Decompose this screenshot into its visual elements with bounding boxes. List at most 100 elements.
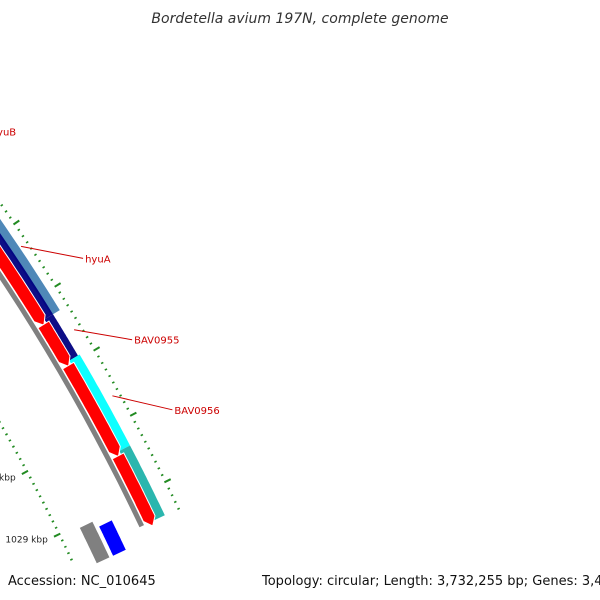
ruler-tick <box>1 426 5 430</box>
ruler-tick <box>8 439 12 442</box>
ruler-tick <box>167 487 171 490</box>
ruler-tick <box>32 482 36 486</box>
ruler-tick <box>77 323 81 326</box>
ruler-tick <box>140 433 144 437</box>
backbone-layer <box>0 270 144 528</box>
ruler-tick <box>11 445 15 448</box>
inner-feature-grey <box>79 521 110 564</box>
ruler-tick <box>177 507 181 511</box>
ruler-tick <box>129 411 137 417</box>
ruler-tick <box>157 467 161 470</box>
ruler-tick <box>41 501 45 504</box>
ruler-tick <box>100 361 104 365</box>
ruler-tick <box>46 272 50 275</box>
ruler-tick <box>115 387 119 391</box>
ruler-tick <box>73 316 78 320</box>
ruler-tick <box>69 558 73 561</box>
ruler-tick <box>136 427 140 430</box>
ruler-tick <box>21 234 25 238</box>
ruler-tick <box>70 310 74 313</box>
ruler-tick <box>17 228 21 232</box>
ruler-tick <box>50 278 54 282</box>
label-leader-line <box>112 395 173 411</box>
ruler-tick <box>66 551 70 555</box>
ruler-tick-label: 1029 kbp <box>5 536 48 546</box>
ruler-tick <box>63 545 67 549</box>
ruler-tick <box>62 297 66 301</box>
gene-label-hyub[interactable]: hyuB <box>0 128 16 139</box>
map-title: Bordetella avium 197N, complete genome <box>151 11 448 27</box>
ruler-tick <box>45 507 49 511</box>
ruler-tick <box>35 488 39 492</box>
gene-labels-layer: leuC1leuD1hyuBhyuABAV0955BAV0956 <box>0 128 220 417</box>
ruler-tick <box>4 433 9 436</box>
ruler-tick <box>163 478 172 484</box>
ruler-tick <box>8 216 12 219</box>
gene-label-bav0956[interactable]: BAV0956 <box>174 406 219 417</box>
ruler-tick <box>53 532 61 538</box>
ruler-tick <box>147 447 151 450</box>
ruler-tick <box>97 355 100 358</box>
ruler-tick <box>122 400 126 404</box>
label-leader-line <box>21 245 84 259</box>
feature-track-segment <box>69 354 130 451</box>
ruler-tick <box>104 368 108 371</box>
ruler-tick <box>154 460 157 464</box>
gene-arrow-hyua[interactable] <box>0 198 46 326</box>
ruler-tick <box>42 265 46 269</box>
ruler-tick <box>38 495 42 498</box>
ruler-tick <box>126 407 130 411</box>
ruler-tick <box>25 240 29 244</box>
feature-track-segment <box>0 218 60 316</box>
ruler-tick <box>4 210 8 213</box>
ruler-tick <box>28 476 32 479</box>
ruler-tick <box>133 420 137 424</box>
ruler-tick <box>93 346 101 352</box>
ruler-tick <box>48 513 52 517</box>
ruler-tick <box>119 394 122 397</box>
ruler-tick <box>170 493 174 497</box>
gene-arrows-layer <box>0 198 156 527</box>
ruler-tick <box>143 440 147 444</box>
feature-track-segment <box>44 314 78 361</box>
gene-arrow-bav0955[interactable] <box>37 320 71 367</box>
ruler-tick <box>51 520 55 523</box>
ruler-tick <box>15 451 19 455</box>
feature-tracks-layer <box>0 218 165 521</box>
ruler-tick <box>160 473 164 477</box>
ruler-tick <box>66 303 70 307</box>
ruler-tick <box>150 453 154 457</box>
backbone <box>0 270 144 528</box>
ruler-tick <box>173 500 177 504</box>
gene-label-bav0955[interactable]: BAV0955 <box>134 336 179 347</box>
accession-text: Accession: NC_010645 <box>8 574 156 589</box>
inner-feature-blue <box>99 520 126 556</box>
ruler-ticks-layer: 1022 kbp1023 kbp1024 kbp1025 kbp1026 kbp… <box>0 203 181 561</box>
ruler-tick <box>54 282 62 288</box>
feature-track-segment <box>0 233 53 320</box>
topology-text: Topology: circular; Length: 3,732,255 bp… <box>262 574 600 589</box>
ruler-tick-label: 1028 kbp <box>0 473 16 483</box>
ruler-tick <box>58 291 62 294</box>
feature-track-segment <box>119 445 165 521</box>
ruler-tick <box>85 335 89 339</box>
gene-label-hyua[interactable]: hyuA <box>85 254 111 265</box>
ruler-tick <box>33 253 37 257</box>
ruler-tick <box>108 374 112 378</box>
gene-arrow-bav0956[interactable] <box>61 361 121 458</box>
extra-features-layer <box>79 520 126 564</box>
ruler-tick <box>111 381 115 384</box>
ruler-tick <box>21 469 29 475</box>
gene-arrow-unnamed[interactable] <box>111 452 156 527</box>
ruler-tick <box>60 539 64 542</box>
ruler-tick <box>54 526 58 530</box>
label-leader-line <box>74 329 133 341</box>
ruler-tick <box>89 342 93 345</box>
ruler-tick <box>18 457 22 461</box>
ruler-tick <box>0 203 4 207</box>
ruler-tick <box>0 420 1 423</box>
ruler-tick <box>22 463 26 467</box>
ruler-tick <box>12 219 20 226</box>
ruler-tick <box>38 259 42 263</box>
